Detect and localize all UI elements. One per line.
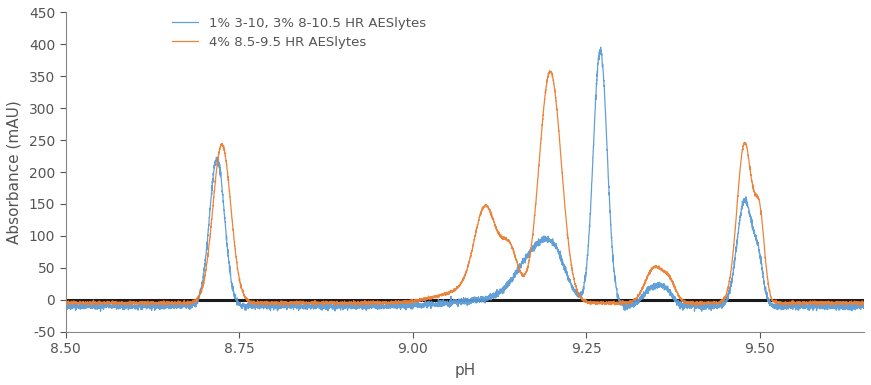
1% 3-10, 3% 8-10.5 HR AESlytes: [95, 309, 105, 314]
4% 8.5-9.5 HR AESlytes: [60, 301, 71, 306]
4% 8.5-9.5 HR AESlytes: [859, 301, 869, 306]
4% 8.5-9.5 HR AESlytes: [354, 304, 364, 308]
4% 8.5-9.5 HR AESlytes: [246, 300, 256, 305]
4% 8.5-9.5 HR AESlytes: [250, 300, 260, 305]
1% 3-10, 3% 8-10.5 HR AESlytes: [254, 303, 265, 308]
4% 8.5-9.5 HR AESlytes: [361, 301, 372, 305]
Line: 1% 3-10, 3% 8-10.5 HR AESlytes: 1% 3-10, 3% 8-10.5 HR AESlytes: [65, 47, 864, 311]
1% 3-10, 3% 8-10.5 HR AESlytes: [60, 303, 71, 308]
4% 8.5-9.5 HR AESlytes: [418, 297, 429, 302]
1% 3-10, 3% 8-10.5 HR AESlytes: [250, 301, 260, 305]
1% 3-10, 3% 8-10.5 HR AESlytes: [853, 303, 863, 307]
4% 8.5-9.5 HR AESlytes: [254, 301, 265, 306]
X-axis label: pH: pH: [455, 363, 476, 378]
1% 3-10, 3% 8-10.5 HR AESlytes: [859, 306, 869, 310]
Legend: 1% 3-10, 3% 8-10.5 HR AESlytes, 4% 8.5-9.5 HR AESlytes: 1% 3-10, 3% 8-10.5 HR AESlytes, 4% 8.5-9…: [168, 13, 430, 53]
Line: 4% 8.5-9.5 HR AESlytes: 4% 8.5-9.5 HR AESlytes: [65, 71, 864, 306]
1% 3-10, 3% 8-10.5 HR AESlytes: [246, 305, 256, 309]
4% 8.5-9.5 HR AESlytes: [544, 69, 555, 73]
4% 8.5-9.5 HR AESlytes: [853, 303, 863, 308]
1% 3-10, 3% 8-10.5 HR AESlytes: [596, 45, 606, 50]
1% 3-10, 3% 8-10.5 HR AESlytes: [361, 302, 372, 306]
1% 3-10, 3% 8-10.5 HR AESlytes: [418, 301, 429, 306]
Y-axis label: Absorbance (mAU): Absorbance (mAU): [7, 100, 22, 244]
